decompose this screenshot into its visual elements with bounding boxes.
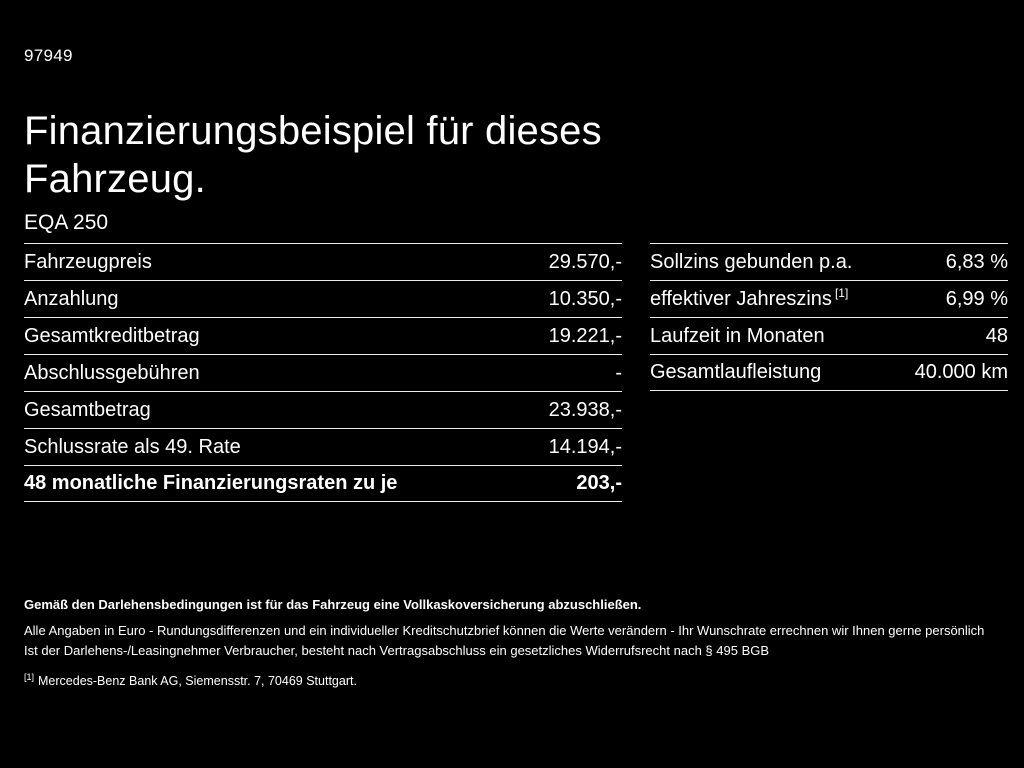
row-label-text: effektiver Jahreszins bbox=[650, 287, 832, 310]
row-value: 23.938,- bbox=[548, 398, 622, 421]
insurance-note: Gemäß den Darlehensbedingungen ist für d… bbox=[24, 597, 642, 612]
row-label: Gesamtkreditbetrag bbox=[24, 324, 200, 347]
footnote-text: Mercedes-Benz Bank AG, Siemensstr. 7, 70… bbox=[38, 674, 357, 689]
reference-number: 97949 bbox=[24, 46, 73, 65]
row-label: 48 monatliche Finanzierungsraten zu je bbox=[24, 472, 398, 494]
row-label: Schlussrate als 49. Rate bbox=[24, 435, 241, 458]
table-row: Laufzeit in Monaten 48 bbox=[650, 317, 1008, 354]
row-label: effektiver Jahreszins [1] bbox=[650, 285, 849, 311]
vehicle-model: EQA 250 bbox=[24, 211, 109, 234]
table-row: Gesamtlaufleistung 40.000 km bbox=[650, 354, 1008, 391]
table-row-monthly-rate: 48 monatliche Finanzierungsraten zu je 2… bbox=[24, 465, 622, 502]
row-label: Abschlussgebühren bbox=[24, 361, 200, 384]
row-label: Gesamtlaufleistung bbox=[650, 361, 822, 383]
row-value: 203,- bbox=[576, 472, 622, 494]
row-value: 10.350,- bbox=[548, 287, 622, 310]
footnote-marker: [1] bbox=[24, 672, 35, 682]
row-label: Fahrzeugpreis bbox=[24, 250, 152, 273]
row-label: Laufzeit in Monaten bbox=[650, 324, 825, 347]
disclaimer-line-2: Ist der Darlehens-/Leasingnehmer Verbrau… bbox=[24, 643, 770, 658]
page-title: Finanzierungsbeispiel für dieses Fahrzeu… bbox=[24, 108, 602, 201]
table-row: Gesamtkreditbetrag 19.221,- bbox=[24, 317, 622, 354]
table-row: Abschlussgebühren - bbox=[24, 354, 622, 391]
footnote-reference: [1] bbox=[834, 285, 849, 300]
row-label: Sollzins gebunden p.a. bbox=[650, 250, 853, 273]
table-row: Anzahlung 10.350,- bbox=[24, 280, 622, 317]
row-value: 29.570,- bbox=[548, 250, 622, 273]
row-value: 6,99 % bbox=[945, 287, 1008, 310]
table-row: effektiver Jahreszins [1] 6,99 % bbox=[650, 280, 1008, 317]
table-row: Sollzins gebunden p.a. 6,83 % bbox=[650, 243, 1008, 280]
legal-footer: Gemäß den Darlehensbedingungen ist für d… bbox=[24, 597, 1000, 689]
financing-tables: Fahrzeugpreis 29.570,- Anzahlung 10.350,… bbox=[24, 243, 1008, 502]
table-row: Gesamtbetrag 23.938,- bbox=[24, 391, 622, 428]
row-value: 19.221,- bbox=[548, 324, 622, 347]
financing-table-left: Fahrzeugpreis 29.570,- Anzahlung 10.350,… bbox=[24, 243, 622, 502]
disclaimer-line-1: Alle Angaben in Euro - Rundungsdifferenz… bbox=[24, 623, 985, 638]
row-value: 40.000 km bbox=[914, 361, 1008, 383]
financing-table-right: Sollzins gebunden p.a. 6,83 % effektiver… bbox=[650, 243, 1008, 391]
row-value: 48 bbox=[985, 324, 1008, 347]
row-value: 6,83 % bbox=[945, 250, 1008, 273]
footnote: [1] Mercedes-Benz Bank AG, Siemensstr. 7,… bbox=[24, 670, 1000, 688]
row-label: Gesamtbetrag bbox=[24, 398, 151, 421]
row-value: - bbox=[615, 361, 622, 384]
row-label: Anzahlung bbox=[24, 287, 119, 310]
table-row: Fahrzeugpreis 29.570,- bbox=[24, 243, 622, 280]
row-value: 14.194,- bbox=[548, 435, 622, 458]
table-row: Schlussrate als 49. Rate 14.194,- bbox=[24, 428, 622, 465]
